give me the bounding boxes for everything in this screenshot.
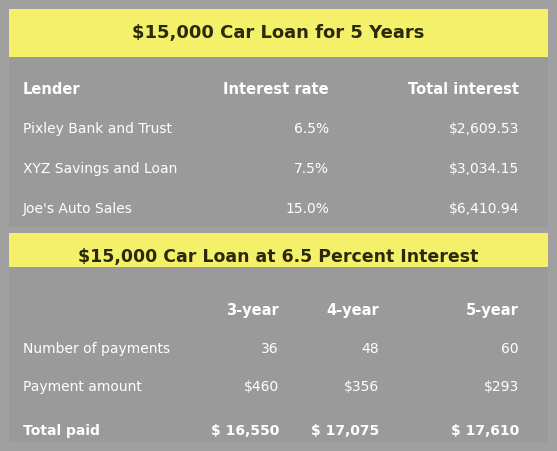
Text: $15,000 Car Loan for 5 Years: $15,000 Car Loan for 5 Years: [133, 24, 424, 42]
Bar: [9, 267, 548, 442]
Text: Pixley Bank and Trust: Pixley Bank and Trust: [23, 122, 172, 136]
Text: $2,609.53: $2,609.53: [448, 122, 519, 136]
Text: Total interest: Total interest: [408, 82, 519, 97]
Text: Lender: Lender: [23, 82, 81, 97]
Text: 3-year: 3-year: [226, 304, 279, 318]
Text: 7.5%: 7.5%: [294, 162, 329, 176]
Bar: [9, 57, 548, 227]
Bar: [9, 9, 548, 57]
Text: 6.5%: 6.5%: [294, 122, 329, 136]
Text: 15.0%: 15.0%: [285, 202, 329, 216]
Text: Payment amount: Payment amount: [23, 380, 142, 394]
Text: $ 17,075: $ 17,075: [311, 424, 379, 438]
Text: $6,410.94: $6,410.94: [448, 202, 519, 216]
Text: Number of payments: Number of payments: [23, 342, 170, 356]
Text: 5-year: 5-year: [466, 304, 519, 318]
Text: XYZ Savings and Loan: XYZ Savings and Loan: [23, 162, 177, 176]
Text: Interest rate: Interest rate: [223, 82, 329, 97]
Text: $460: $460: [244, 380, 279, 394]
Text: Joe's Auto Sales: Joe's Auto Sales: [23, 202, 133, 216]
Text: 48: 48: [361, 342, 379, 356]
Text: $356: $356: [344, 380, 379, 394]
Text: $293: $293: [483, 380, 519, 394]
Text: $ 16,550: $ 16,550: [211, 424, 279, 438]
Text: 60: 60: [501, 342, 519, 356]
Text: $3,034.15: $3,034.15: [449, 162, 519, 176]
Text: Total paid: Total paid: [23, 424, 100, 438]
Text: $15,000 Car Loan at 6.5 Percent Interest: $15,000 Car Loan at 6.5 Percent Interest: [79, 248, 478, 266]
Bar: [9, 233, 548, 281]
Text: $ 17,610: $ 17,610: [451, 424, 519, 438]
Text: 4-year: 4-year: [326, 304, 379, 318]
Text: 36: 36: [261, 342, 279, 356]
